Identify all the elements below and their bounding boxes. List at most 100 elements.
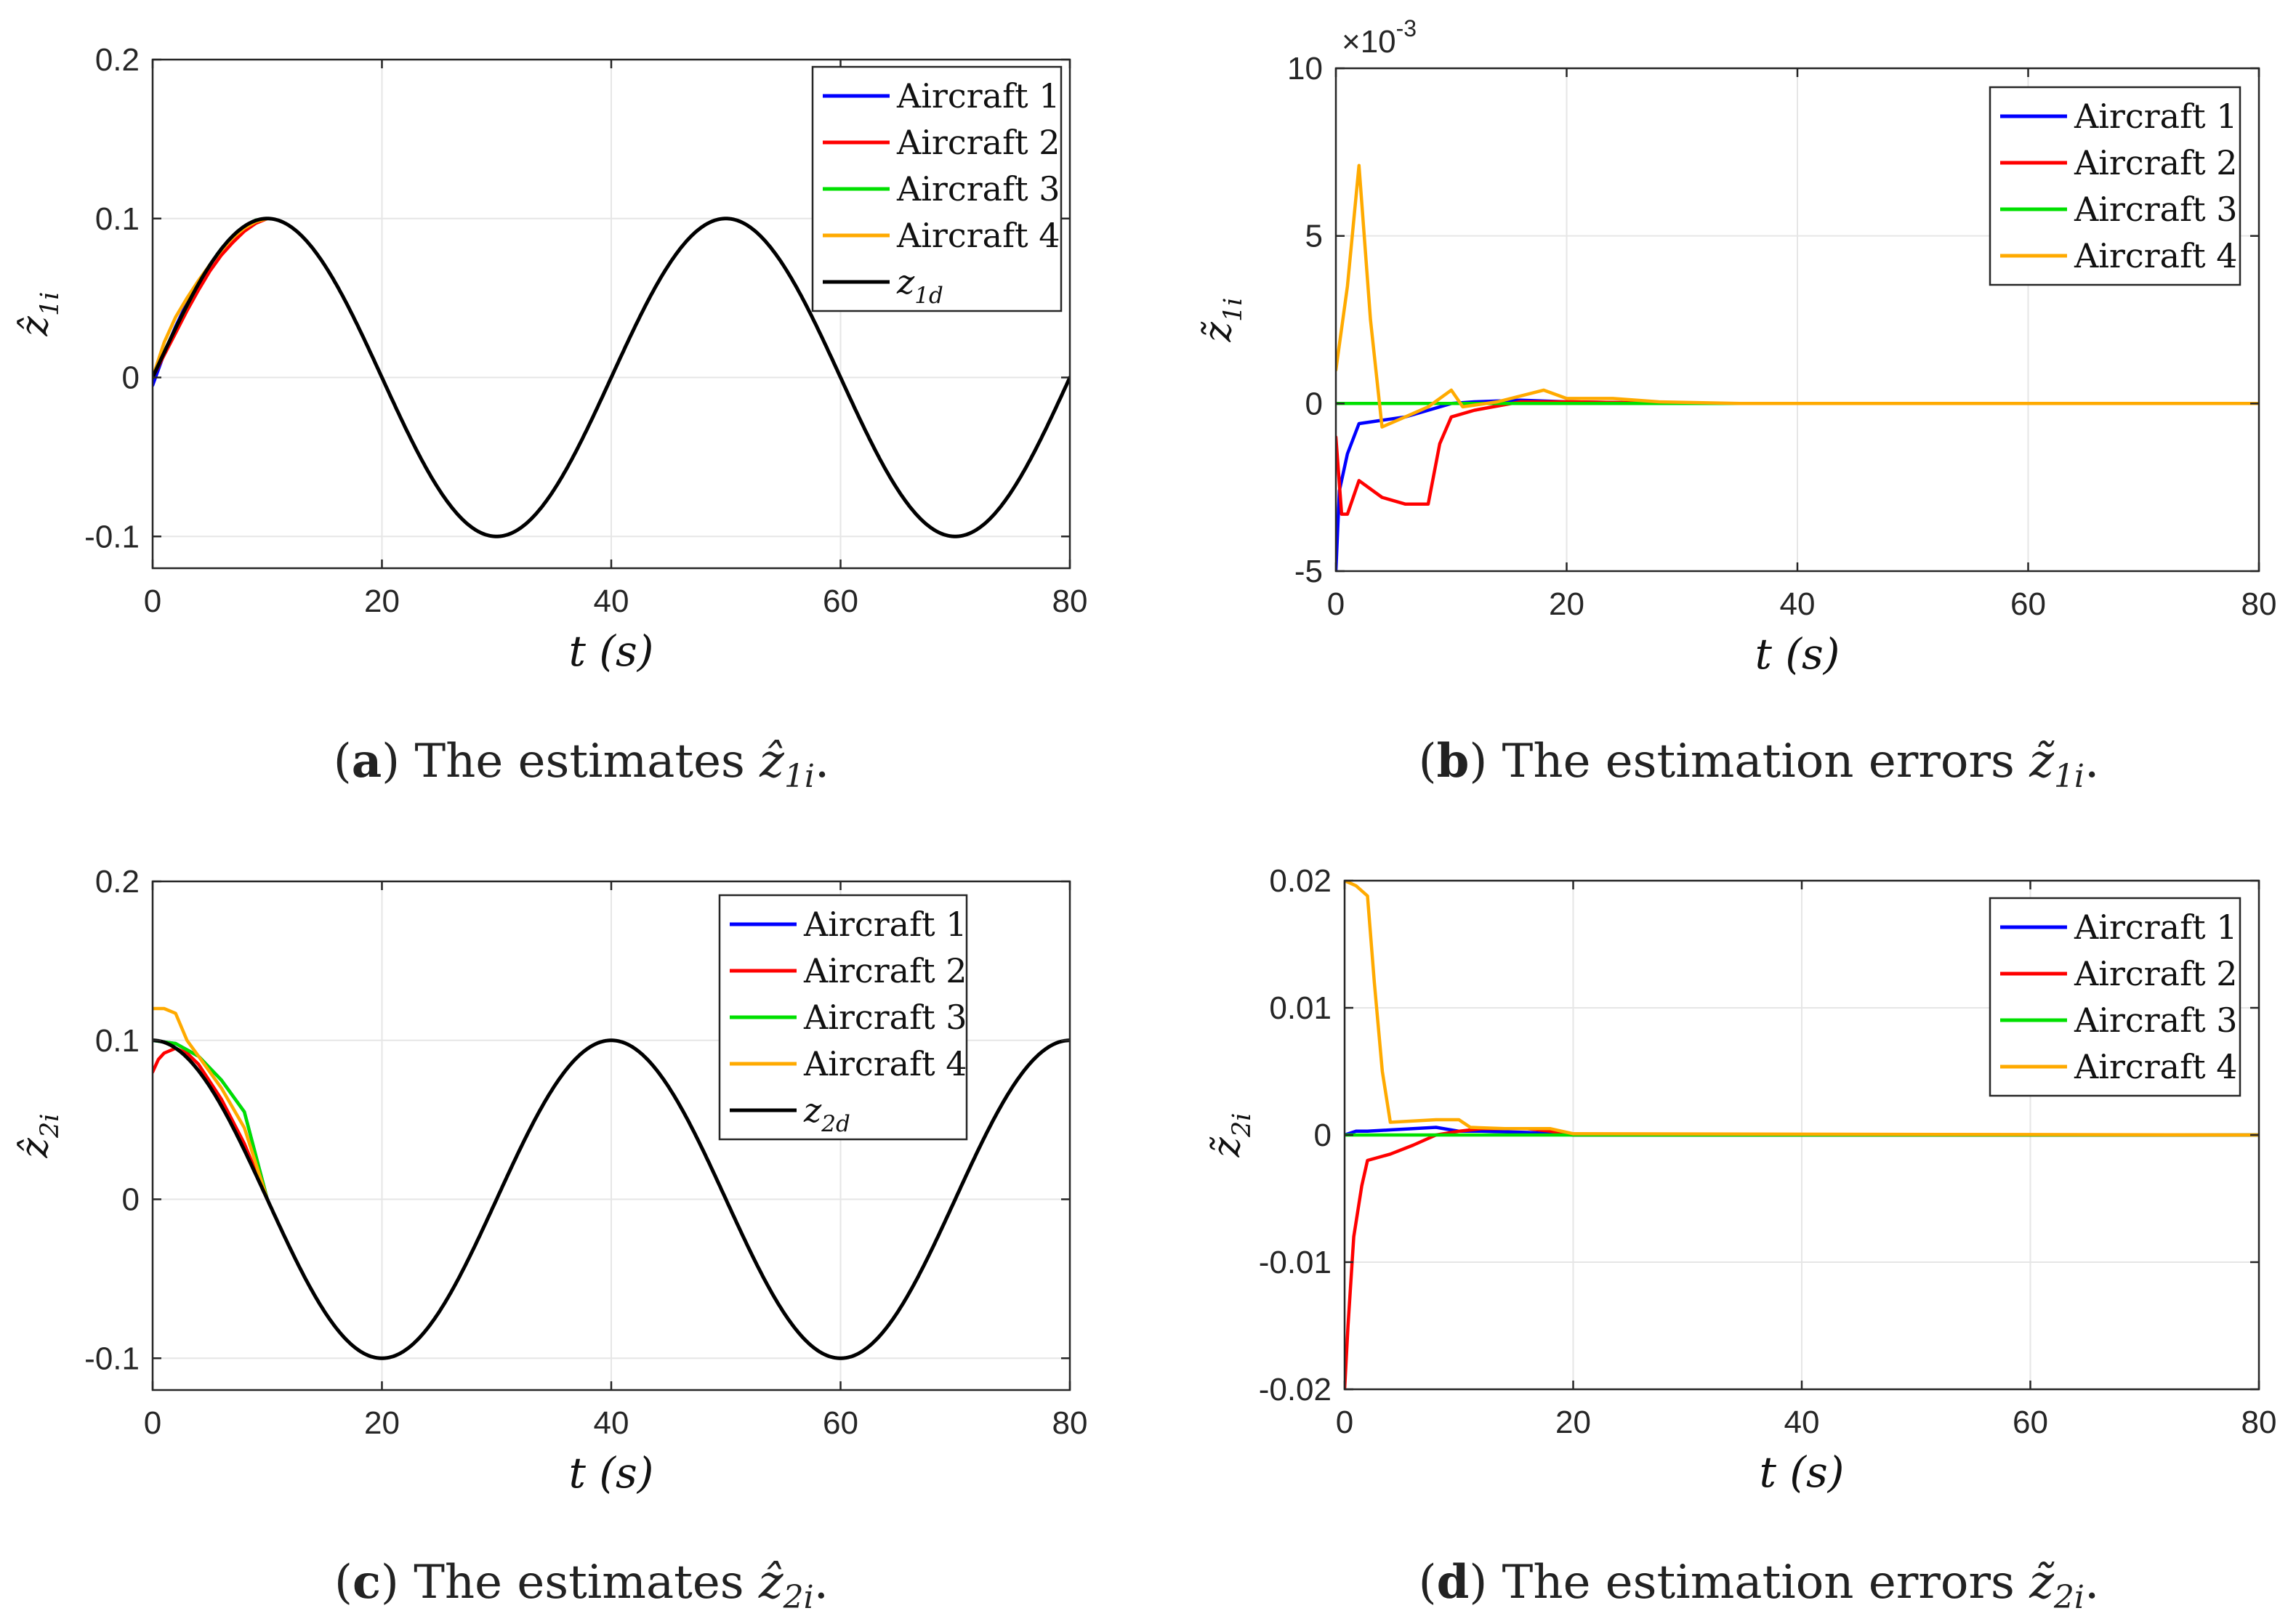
x-tick-label-b-0: 0 xyxy=(1327,586,1345,622)
legend-label-d-3: Aircraft 4 xyxy=(2074,1047,2238,1086)
caption-c-subscript: 2i xyxy=(783,1579,814,1616)
x-tick-label-a-4: 80 xyxy=(1052,583,1088,619)
x-axis-label-b: t (s) xyxy=(1755,629,1840,679)
x-axis-label-d: t (s) xyxy=(1760,1447,1845,1497)
series-line-b-1 xyxy=(1336,400,2259,516)
y-tick-label-d-2: 0 xyxy=(1314,1118,1332,1153)
series-group-a xyxy=(153,217,1070,538)
y-tick-label-c-3: 0.2 xyxy=(95,864,140,900)
caption-b-text: The estimation errors xyxy=(1502,735,2015,788)
y-axis-label-c: ẑ2i xyxy=(13,1114,65,1159)
x-tick-label-c-0: 0 xyxy=(144,1405,161,1441)
x-tick-label-c-4: 80 xyxy=(1052,1405,1088,1441)
x-tick-label-b-1: 20 xyxy=(1549,586,1584,622)
legend-label-d-0: Aircraft 1 xyxy=(2074,908,2238,947)
legend-box-b xyxy=(1989,86,2241,286)
x-tick-label-a-0: 0 xyxy=(144,583,161,619)
caption-b-symbol: z̃ xyxy=(2029,735,2054,788)
y-tick-label-c-0: -0.1 xyxy=(84,1341,140,1376)
series-group-c xyxy=(153,1006,1070,1360)
caption-c-label: c xyxy=(352,1555,381,1609)
series-line-d-3 xyxy=(1345,881,2259,1137)
legend-label-a-3: Aircraft 4 xyxy=(896,216,1060,255)
legend-b: Aircraft 1 Aircraft 2 Aircraft 3 Aircraft 4 xyxy=(1989,86,2241,286)
legend-label-b-0: Aircraft 1 xyxy=(2074,97,2238,136)
series-group-d xyxy=(1345,881,2259,1389)
series-line-d-0 xyxy=(1345,1126,2259,1137)
y-tick-label-d-3: 0.01 xyxy=(1269,990,1332,1026)
legend-label-a-1: Aircraft 2 xyxy=(896,123,1060,162)
y-tick-label-a-1: 0 xyxy=(122,360,140,396)
legend-box-d xyxy=(1989,897,2241,1097)
legend-label-b-3: Aircraft 4 xyxy=(2074,236,2238,275)
series-group-b xyxy=(1336,163,2259,571)
legend-d: Aircraft 1 Aircraft 2 Aircraft 3 Aircraft 4 xyxy=(1989,897,2241,1097)
caption-a-symbol: ẑ xyxy=(760,735,784,788)
x-tick-label-a-2: 40 xyxy=(594,583,629,619)
y-tick-label-b-3: 10 xyxy=(1287,51,1323,86)
legend-label-c-1: Aircraft 2 xyxy=(803,951,967,990)
legend-label-c-2: Aircraft 3 xyxy=(803,998,967,1037)
x-axis-label-c: t (s) xyxy=(569,1448,654,1498)
series-line-c-1 xyxy=(153,1046,270,1201)
x-axis-label-a: t (s) xyxy=(569,626,654,676)
y-tick-label-a-3: 0.2 xyxy=(95,42,140,78)
series-line-c-2 xyxy=(153,1038,270,1201)
caption-c-symbol: ẑ xyxy=(758,1556,784,1609)
caption-a-label: a xyxy=(351,734,382,788)
y-tick-label-c-1: 0 xyxy=(122,1182,140,1218)
legend-label-c-3: Aircraft 4 xyxy=(803,1044,967,1083)
caption-b: (b) The estimation errors z̃1i. xyxy=(1418,734,2100,795)
caption-b-label: b xyxy=(1436,734,1470,788)
legend-a: Aircraft 1 Aircraft 2 Aircraft 3 Aircraft 4… xyxy=(811,65,1063,312)
series-line-a-4 xyxy=(153,217,1070,538)
caption-a: (a) The estimates ẑ1i. xyxy=(333,734,830,795)
x-tick-label-d-4: 80 xyxy=(2241,1405,2277,1440)
y-tick-label-b-2: 5 xyxy=(1305,219,1323,254)
series-line-c-3 xyxy=(153,1006,270,1201)
caption-a-text: The estimates xyxy=(414,735,745,788)
y-tick-label-c-2: 0.1 xyxy=(95,1023,140,1059)
y-axis-label-d: z̃2i xyxy=(1205,1113,1257,1158)
y-axis-label-a: ẑ1i xyxy=(13,292,65,337)
y-tick-label-d-1: -0.01 xyxy=(1259,1245,1332,1280)
legend-label-a-2: Aircraft 3 xyxy=(896,169,1060,209)
x-tick-label-d-0: 0 xyxy=(1336,1405,1353,1440)
exponent-label-b: ×10-3 xyxy=(1342,15,1417,60)
caption-d-text: The estimation errors xyxy=(1502,1556,2015,1609)
x-tick-label-d-2: 40 xyxy=(1784,1405,1820,1440)
legend-label-d-1: Aircraft 2 xyxy=(2074,954,2238,993)
legend-label-a-4: z1d xyxy=(896,262,943,309)
y-tick-label-d-0: -0.02 xyxy=(1259,1372,1332,1407)
x-tick-label-a-3: 60 xyxy=(823,583,858,619)
legend-label-a-0: Aircraft 1 xyxy=(896,76,1060,116)
y-tick-label-b-0: -5 xyxy=(1294,554,1323,589)
series-line-b-3 xyxy=(1336,163,2259,429)
y-tick-label-d-4: 0.02 xyxy=(1269,863,1332,899)
x-tick-label-d-3: 60 xyxy=(2013,1405,2048,1440)
x-tick-label-c-1: 20 xyxy=(364,1405,400,1441)
x-tick-label-b-2: 40 xyxy=(1780,586,1816,622)
x-tick-label-d-1: 20 xyxy=(1555,1405,1591,1440)
series-line-c-4 xyxy=(153,1038,1070,1360)
x-tick-label-c-2: 40 xyxy=(594,1405,629,1441)
x-tick-label-b-3: 60 xyxy=(2010,586,2046,622)
caption-d-symbol: z̃ xyxy=(2029,1556,2054,1609)
legend-label-d-2: Aircraft 3 xyxy=(2074,1001,2238,1040)
caption-d-label: d xyxy=(1436,1555,1470,1609)
x-tick-label-c-3: 60 xyxy=(823,1405,858,1441)
caption-a-subscript: 1i xyxy=(784,758,815,795)
legend-label-c-0: Aircraft 1 xyxy=(803,905,967,944)
legend-label-c-4: z2d xyxy=(803,1091,850,1137)
y-tick-label-a-0: -0.1 xyxy=(84,519,140,554)
caption-b-subscript: 1i xyxy=(2053,758,2085,795)
y-axis-label-b: z̃1i xyxy=(1196,298,1248,343)
y-tick-label-b-1: 0 xyxy=(1305,386,1323,421)
caption-d-subscript: 2i xyxy=(2053,1579,2085,1616)
legend-label-b-2: Aircraft 3 xyxy=(2074,190,2238,229)
caption-d: (d) The estimation errors z̃2i. xyxy=(1418,1555,2100,1616)
